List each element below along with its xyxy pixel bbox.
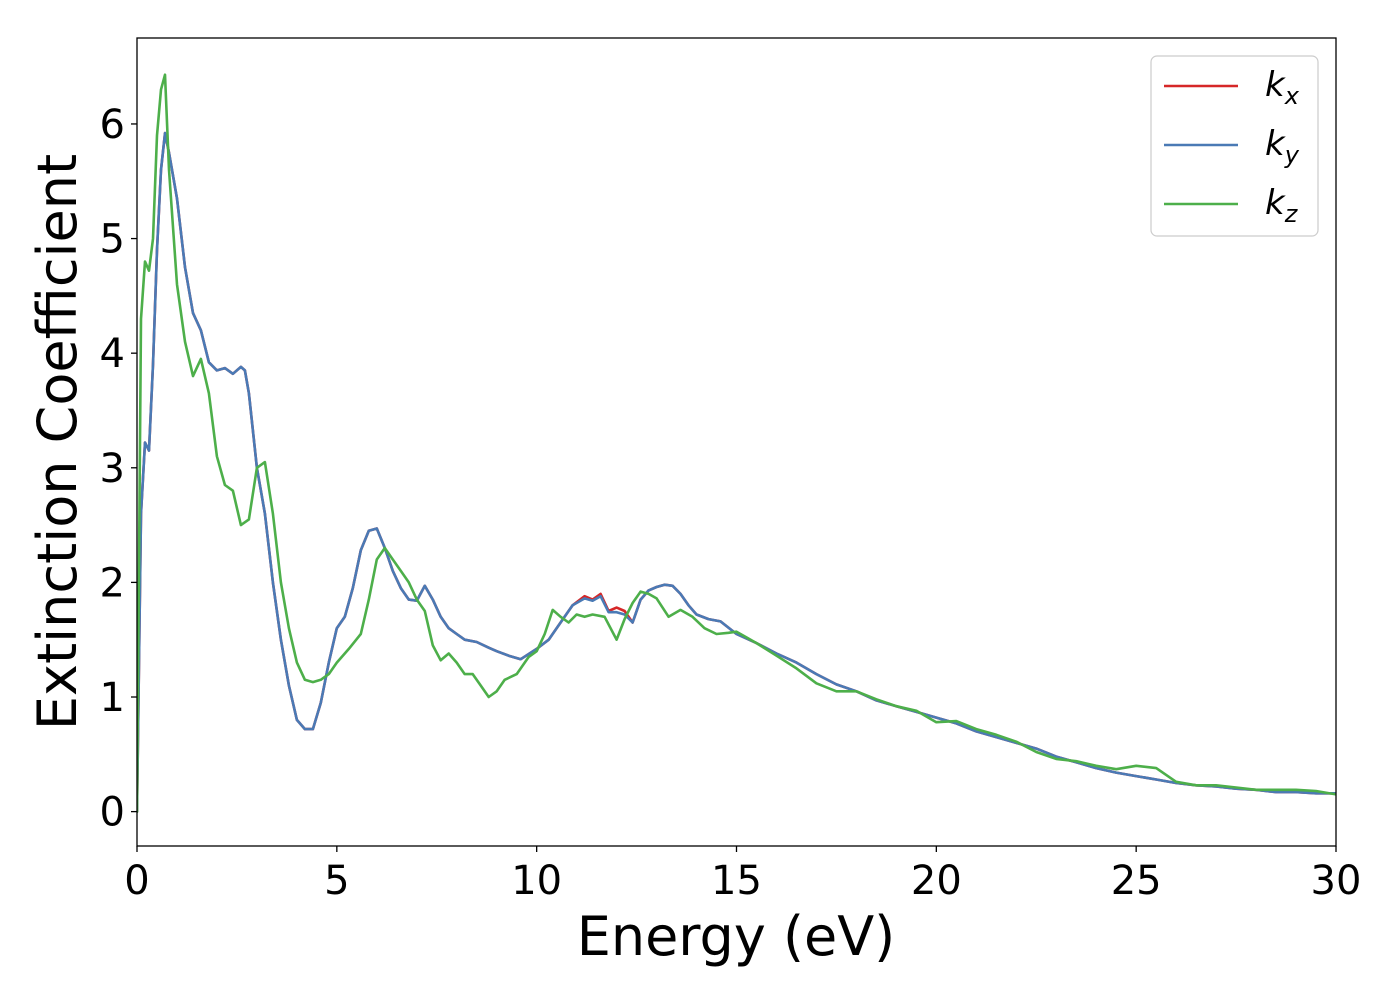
series-line-kz	[137, 73, 1336, 813]
x-tick-label: 25	[1111, 858, 1162, 904]
legend-label-kz: kz	[1265, 183, 1299, 228]
x-tick-label: 0	[124, 858, 149, 904]
x-tick-label: 10	[511, 858, 562, 904]
y-tick-label: 4	[100, 331, 125, 377]
x-tick-label: 30	[1311, 858, 1362, 904]
x-axis-title: Energy (eV)	[577, 905, 896, 968]
y-axis-title: Extinction Coefficient	[26, 154, 89, 730]
x-tick-label: 20	[911, 858, 962, 904]
x-axis-ticks: 0 5 10 15 20 25 30	[124, 846, 1361, 904]
series-line-ky	[137, 131, 1336, 813]
y-tick-label: 1	[100, 675, 125, 721]
legend-label-kx: kx	[1265, 65, 1300, 110]
legend-label-ky: ky	[1265, 124, 1300, 169]
y-axis-ticks: 0 1 2 3 4 5 6	[100, 102, 137, 836]
x-tick-label: 5	[324, 858, 349, 904]
y-tick-label: 2	[100, 560, 125, 606]
y-tick-label: 6	[100, 102, 125, 148]
y-tick-label: 0	[100, 790, 125, 836]
y-tick-label: 5	[100, 217, 125, 263]
legend: kx ky kz	[1150, 55, 1319, 237]
x-tick-label: 15	[711, 858, 762, 904]
y-tick-label: 3	[100, 446, 125, 492]
series-layer	[137, 73, 1336, 813]
